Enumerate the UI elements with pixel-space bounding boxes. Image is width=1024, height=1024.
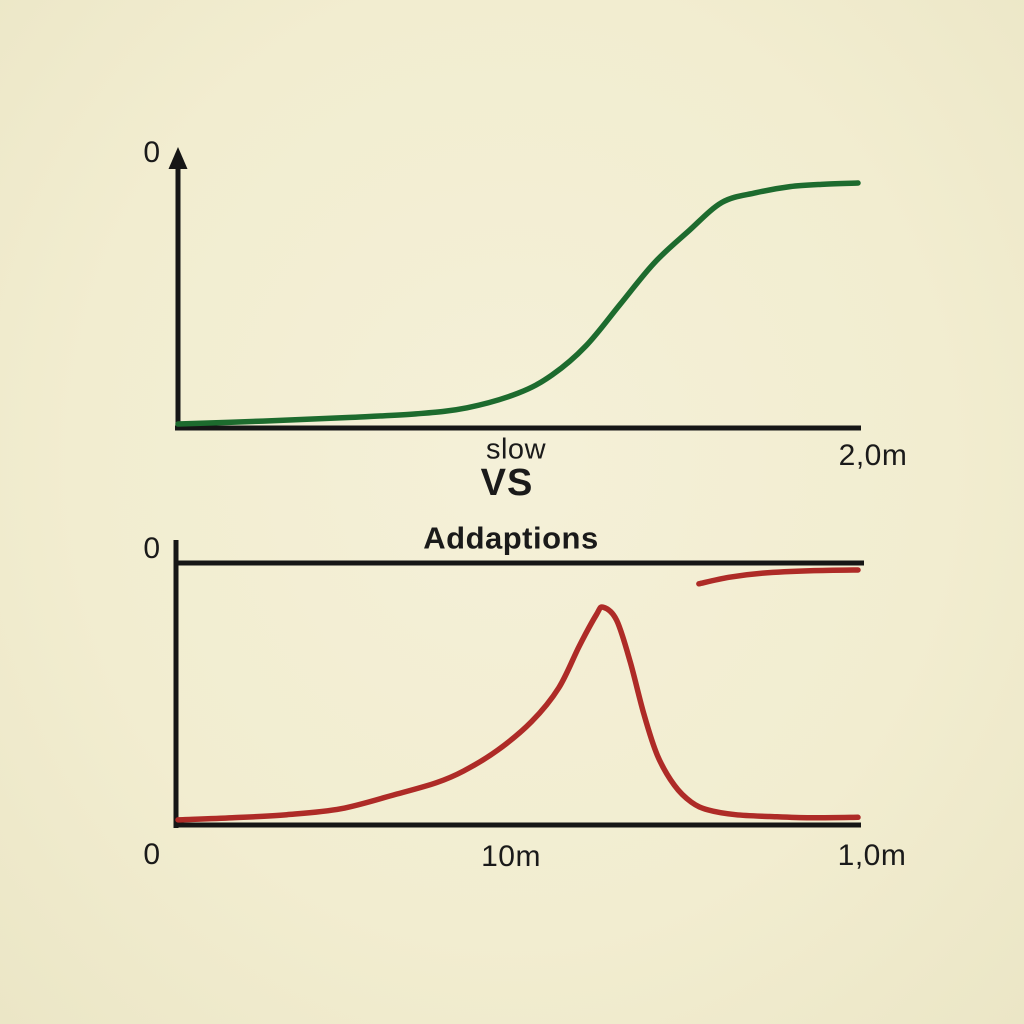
asymptote-segment [696,567,861,587]
adaptation-peak-curve [175,604,861,823]
bottom-chart-y-axis-top-label: 0 [143,532,161,565]
slow-sigmoid-curve [175,180,861,427]
top-chart-x-max-tick: 2,0m [838,439,908,472]
bottom-chart-x-tick-zero: 0 [143,838,161,871]
bottom-chart-curves [175,567,861,823]
top-chart-axes [168,147,861,431]
vs-separator-label: VS [480,462,534,504]
bottom-chart-title: Addaptions [423,520,599,556]
top-chart-y-axis-arrowhead-icon [168,147,188,169]
bottom-chart-x-tick-10m: 10m [481,840,541,873]
top-chart-x-axis-label: slow [485,433,547,466]
top-chart-y-axis-top-label: 0 [143,136,161,169]
bottom-chart-axes [173,540,864,828]
top-chart-curves [175,180,861,427]
bottom-chart-x-tick-1-0m: 1,0m [837,839,907,872]
